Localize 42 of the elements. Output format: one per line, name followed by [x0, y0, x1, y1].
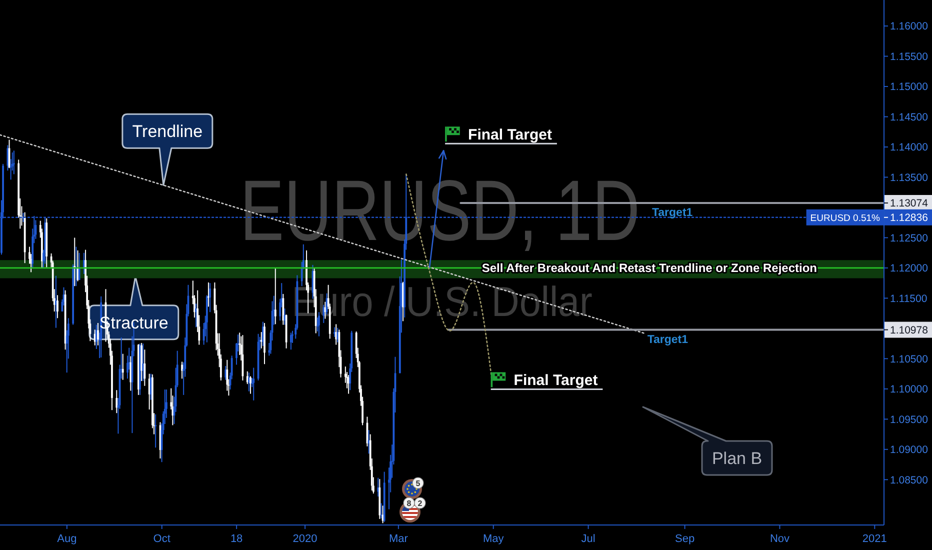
- y-tick-label: 1.13500: [890, 172, 928, 184]
- x-tick-label: Jul: [581, 532, 596, 545]
- annotation: Final Target: [468, 126, 552, 144]
- y-tick-label: 1.15500: [890, 50, 928, 63]
- x-tick-label: Sep: [675, 532, 695, 545]
- y-tick-label: 1.12500: [890, 232, 928, 244]
- candlestick: [252, 367, 255, 401]
- y-tick-label: 1.11500: [890, 292, 928, 305]
- annotation: Plan B: [712, 449, 762, 468]
- annotation: Trendline: [132, 122, 203, 142]
- data-label: 1.12836: [890, 212, 928, 224]
- candlestick: [250, 376, 252, 394]
- y-tick-label: 1.10000: [890, 384, 928, 396]
- annotation: 8: [406, 499, 412, 508]
- annotation: Final Target: [514, 372, 598, 390]
- annotation: Target1: [647, 334, 689, 346]
- data-label: 1.13074: [890, 198, 928, 210]
- candlestick: [290, 332, 292, 350]
- y-tick-label: 1.10500: [890, 353, 928, 366]
- y-tick-label: 1.15000: [890, 81, 928, 94]
- candlestick: [181, 361, 183, 380]
- y-tick-label: 1.14000: [890, 142, 928, 154]
- candlestick: [97, 322, 99, 346]
- annotation: 5: [416, 479, 421, 488]
- annotation: 2: [418, 499, 423, 508]
- x-tick-label: Nov: [770, 532, 790, 545]
- data-label: 1.10978: [890, 324, 928, 336]
- annotation: Target1: [652, 206, 694, 219]
- y-tick-label: 1.12000: [890, 262, 928, 275]
- x-tick-label: 2021: [862, 532, 887, 545]
- y-tick-label: 1.14500: [890, 111, 928, 124]
- legend-label: EURUSD 0.51%: [810, 212, 881, 224]
- y-tick-label: 1.08500: [890, 474, 928, 486]
- x-tick-label: Oct: [153, 532, 170, 545]
- x-tick-label: Mar: [388, 532, 408, 545]
- x-tick-label: Aug: [57, 532, 77, 545]
- x-tick-label: 2020: [292, 532, 318, 545]
- y-tick-label: 1.09500: [890, 414, 928, 426]
- x-tick-label: 18: [230, 532, 243, 545]
- y-tick-label: 1.16000: [890, 20, 928, 33]
- x-tick-label: May: [482, 532, 504, 545]
- y-tick-label: 1.09000: [890, 444, 928, 456]
